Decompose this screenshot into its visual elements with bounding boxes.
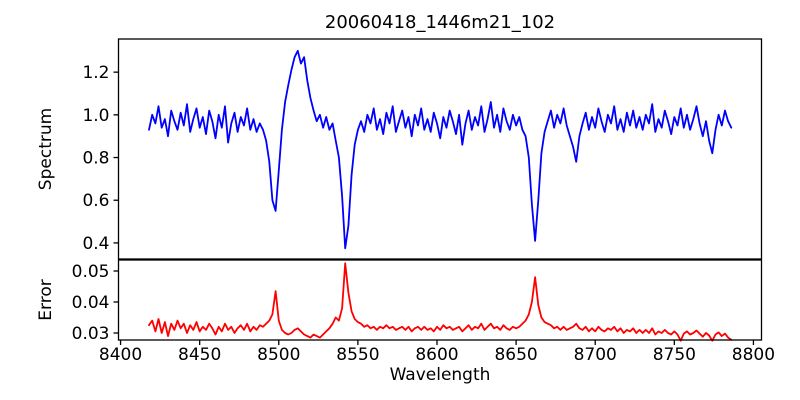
spectrum-y-tick-label: 1.2 xyxy=(82,63,109,83)
error-y-axis-label: Error xyxy=(36,279,56,320)
error-x-tick-label: 8450 xyxy=(178,345,221,365)
error-line xyxy=(148,262,733,342)
error-axes-frame xyxy=(117,259,763,341)
error-x-tick-label: 8700 xyxy=(574,345,617,365)
spectrum-y-tick-label: 1.0 xyxy=(82,106,109,126)
spectrum-axes-frame xyxy=(117,38,763,260)
spectrum-y-tick-label: 0.4 xyxy=(82,234,109,254)
error-y-tick-label: 0.05 xyxy=(72,262,110,282)
error-x-tick-label: 8800 xyxy=(732,345,775,365)
spectrum-y-tick-label: 0.8 xyxy=(82,149,109,169)
error-x-tick-label: 8550 xyxy=(336,345,379,365)
error-x-tick-label: 8400 xyxy=(99,345,142,365)
spectrum-y-tick-label: 0.6 xyxy=(82,191,109,211)
error-x-tick-label: 8650 xyxy=(494,345,537,365)
x-axis-label: Wavelength xyxy=(390,365,491,385)
error-x-tick-label: 8600 xyxy=(415,345,458,365)
spectrum-line xyxy=(148,49,733,250)
error-x-tick-label: 8750 xyxy=(653,345,696,365)
error-x-tick-label: 8500 xyxy=(257,345,300,365)
spectrum-axes: 1.2 1.0 0.8 0.6 0.4 xyxy=(82,38,763,260)
error-y-tick-label: 0.03 xyxy=(72,324,110,344)
error-y-tick-label: 0.04 xyxy=(72,293,110,313)
plot-title: 20060418_1446m21_102 xyxy=(325,12,555,33)
spectrum-y-axis-label: Spectrum xyxy=(36,108,56,190)
